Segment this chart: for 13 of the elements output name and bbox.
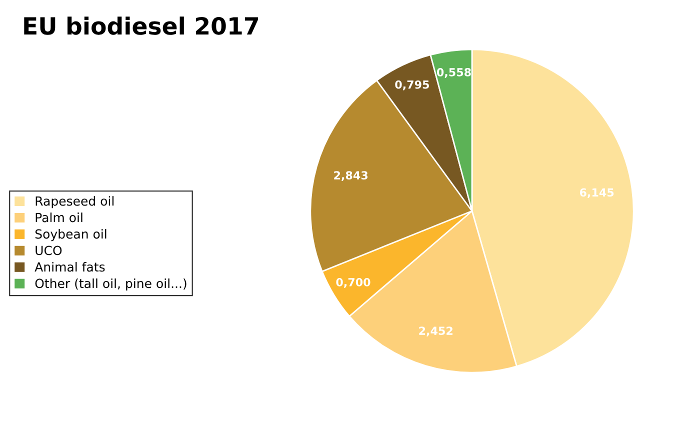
data-label: 6,145 (580, 188, 614, 198)
data-label: 0,795 (395, 80, 429, 90)
legend-label: Palm oil (36, 212, 82, 222)
data-label: 2,843 (334, 171, 368, 181)
data-label: 2,452 (419, 326, 452, 336)
legend-label: Animal fats (34, 262, 105, 272)
legend-label: Soybean oil (35, 229, 106, 242)
legend-label: Other (tall oil, pine oil...) (35, 278, 186, 291)
data-label: 0,700 (336, 278, 370, 288)
legend-label: Rapeseed oil (36, 196, 114, 208)
chart-title: EU biodiesel 2017 (24, 16, 258, 35)
legend-label: UCO (36, 246, 62, 256)
data-label: 0,558 (436, 68, 471, 78)
